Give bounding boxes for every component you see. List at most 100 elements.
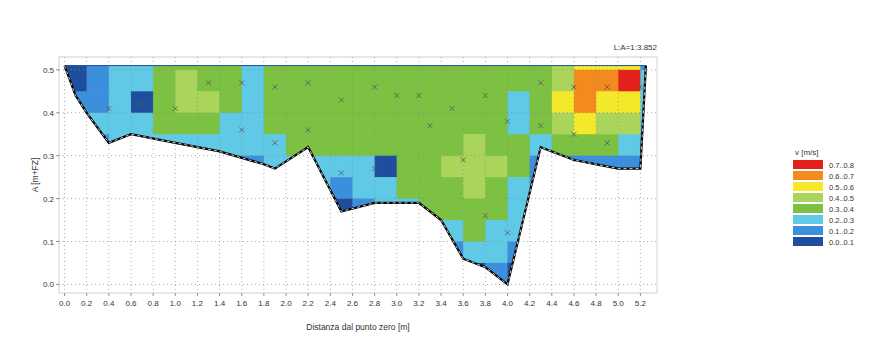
- grid-line-x: [330, 57, 331, 293]
- velocity-cell: [574, 220, 597, 242]
- velocity-cell: [197, 263, 220, 285]
- velocity-cell: [552, 70, 575, 92]
- velocity-cell: [375, 134, 398, 156]
- annotation: L:A=1:3.852: [614, 43, 658, 52]
- tick-label-y: 0.4: [43, 109, 55, 118]
- tick-label-x: 0.2: [81, 299, 93, 308]
- velocity-cell: [485, 91, 508, 113]
- velocity-cell: [419, 113, 442, 135]
- velocity-cell: [264, 263, 287, 285]
- velocity-cell: [264, 113, 287, 135]
- velocity-cell: [574, 57, 597, 70]
- bed-profile: [65, 66, 646, 285]
- tick-label-x: 3.2: [413, 299, 425, 308]
- tick-x: [175, 293, 176, 296]
- velocity-cell: [109, 57, 132, 70]
- velocity-cell: [131, 156, 154, 178]
- velocity-cell: [153, 91, 176, 113]
- velocity-cell: [286, 199, 309, 221]
- velocity-cell: [330, 57, 353, 70]
- tick-x: [64, 293, 65, 296]
- velocity-cell: [109, 220, 132, 242]
- velocity-cell: [242, 57, 265, 70]
- grid-line-x: [485, 57, 486, 293]
- tick-x: [352, 293, 353, 296]
- velocity-cell: [352, 263, 375, 285]
- velocity-cell: [131, 177, 154, 199]
- grid-line-x: [108, 57, 109, 293]
- velocity-cell: [87, 242, 110, 264]
- velocity-cell: [153, 113, 176, 135]
- tick-y: [56, 112, 59, 113]
- tick-label-x: 5.0: [613, 299, 625, 308]
- tick-label-x: 1.2: [192, 299, 204, 308]
- tick-x: [640, 293, 641, 296]
- velocity-cell: [308, 156, 331, 178]
- velocity-field: [65, 57, 653, 285]
- velocity-cell: [618, 113, 641, 135]
- velocity-cell: [463, 134, 486, 156]
- velocity-cell: [375, 70, 398, 92]
- measurement-point: [538, 123, 543, 128]
- measurement-point: [483, 93, 488, 98]
- velocity-cell: [596, 134, 619, 156]
- tick-label-y: 0.1: [43, 238, 55, 247]
- velocity-cell: [220, 156, 243, 178]
- grid-line-x: [352, 57, 353, 293]
- velocity-cell: [330, 70, 353, 92]
- measurement-point: [372, 85, 377, 90]
- measurement-point: [416, 93, 421, 98]
- velocity-cell: [220, 91, 243, 113]
- velocity-cell: [618, 57, 641, 70]
- measurement-point: [505, 119, 510, 124]
- velocity-cell: [375, 263, 398, 285]
- velocity-cell: [286, 242, 309, 264]
- velocity-cell: [463, 91, 486, 113]
- velocity-cell: [87, 177, 110, 199]
- velocity-cell: [109, 91, 132, 113]
- velocity-cell: [242, 134, 265, 156]
- velocity-cell: [242, 113, 265, 135]
- velocity-cell: [242, 177, 265, 199]
- velocity-cell: [397, 177, 420, 199]
- velocity-cell: [640, 156, 652, 178]
- velocity-cell: [574, 70, 597, 92]
- velocity-cell: [419, 91, 442, 113]
- velocity-cell: [419, 156, 442, 178]
- tick-label-x: 1.8: [258, 299, 270, 308]
- grid-line-x: [596, 57, 597, 293]
- velocity-cell: [397, 91, 420, 113]
- velocity-cell: [618, 91, 641, 113]
- velocity-cell: [574, 263, 597, 285]
- velocity-cell: [109, 113, 132, 135]
- velocity-cell: [197, 220, 220, 242]
- velocity-cell: [131, 70, 154, 92]
- tick-label-x: 3.0: [391, 299, 403, 308]
- velocity-cell: [153, 263, 176, 285]
- tick-label-x: 0.8: [148, 299, 160, 308]
- velocity-cell: [596, 220, 619, 242]
- tick-y: [56, 69, 59, 70]
- velocity-cell: [397, 263, 420, 285]
- velocity-cell: [596, 91, 619, 113]
- tick-label-x: 3.4: [435, 299, 447, 308]
- velocity-cell: [242, 199, 265, 221]
- velocity-cell: [485, 57, 508, 70]
- measurement-point: [272, 140, 277, 145]
- grid-line-x: [441, 57, 442, 293]
- measurement-point: [306, 80, 311, 85]
- velocity-cell: [574, 134, 597, 156]
- velocity-cell: [352, 156, 375, 178]
- grid-line-y: [59, 198, 657, 199]
- legend-label: 0.6..0.7: [829, 172, 854, 181]
- tick-x: [618, 293, 619, 296]
- legend-swatch: [793, 215, 823, 224]
- velocity-cell: [153, 199, 176, 221]
- legend-swatch: [793, 226, 823, 235]
- velocity-cell: [153, 242, 176, 264]
- velocity-cell: [65, 156, 88, 178]
- velocity-cell: [441, 91, 464, 113]
- velocity-cell: [197, 57, 220, 70]
- velocity-cell: [330, 242, 353, 264]
- velocity-cell: [352, 134, 375, 156]
